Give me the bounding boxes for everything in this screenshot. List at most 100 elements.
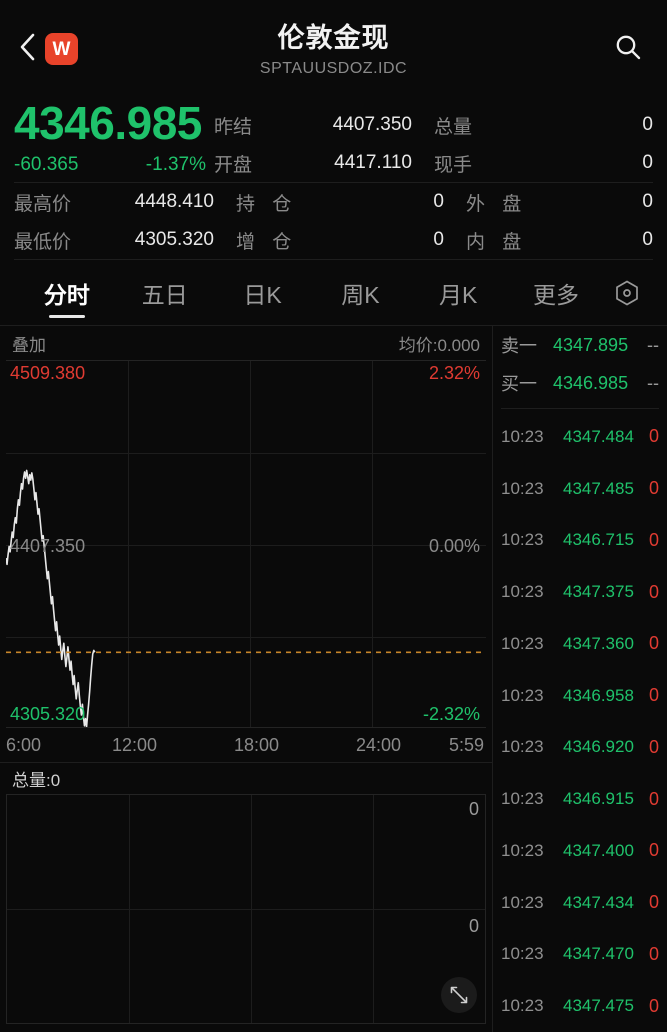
stat-row: 最高价 4448.410 持 仓 0 外 盘 0 (14, 183, 653, 221)
stat-label-open-interest: 持 仓 (236, 193, 298, 215)
symbol-code: SPTAUUSDOZ.IDC (259, 60, 408, 77)
tick-time: 10:23 (501, 582, 544, 602)
order-book-ask-row[interactable]: 卖一 4347.895 -- (493, 326, 667, 364)
volume-header: 总量:0 (0, 762, 492, 794)
average-price-label: 均价:0.000 (398, 335, 480, 355)
tick-time: 10:23 (501, 840, 544, 860)
price-block: 4346.985 -60.365 -1.37% (14, 96, 214, 176)
chevron-left-icon (20, 33, 35, 61)
volume-title: 总量:0 (12, 771, 61, 790)
tick-time: 10:23 (501, 685, 544, 705)
chart-gridline-horizontal (6, 453, 486, 454)
tick-volume: 0 (648, 943, 659, 964)
brand-logo-letter: W (52, 38, 71, 60)
tab-label: 分时 (43, 282, 90, 308)
stat-label-prev-close: 昨结 (214, 116, 253, 138)
tab-daily-k[interactable]: 日K (214, 260, 312, 326)
overlay-button[interactable]: 叠加 (12, 335, 46, 355)
tick-row: 10:23 4346.958 0 (493, 670, 667, 722)
stat-value-prev-close: 4407.350 (332, 114, 412, 135)
tick-price: 4347.470 (563, 944, 634, 964)
chart-pct-max-label: 2.32% (428, 363, 480, 383)
volume-mid-label: 0 (468, 915, 479, 936)
tick-price: 4347.360 (563, 633, 634, 653)
tab-label: 更多 (533, 282, 580, 308)
stat-value-current-hand: 0 (642, 152, 653, 173)
tick-volume: 0 (648, 685, 659, 706)
intraday-chart[interactable]: 4509.380 2.32% 4407.350 0.00% 4305.320 -… (6, 360, 486, 728)
tick-row: 10:23 4347.375 0 (493, 566, 667, 618)
tick-volume: 0 (648, 529, 659, 550)
tick-volume: 0 (648, 788, 659, 809)
app-header: W 伦敦金现 SPTAUUSDOZ.IDC (0, 0, 667, 96)
tick-time: 10:23 (501, 530, 544, 550)
back-button[interactable] (14, 30, 40, 64)
stat-value-open-interest: 0 (433, 191, 444, 212)
tick-row: 10:23 4347.470 0 (493, 929, 667, 981)
tick-volume: 0 (648, 633, 659, 654)
tick-row: 10:23 4346.920 0 (493, 722, 667, 774)
tab-weekly-k[interactable]: 周K (311, 260, 409, 326)
tick-volume: 0 (648, 736, 659, 757)
stat-label-outer-disk: 外 盘 (466, 193, 528, 215)
ask-label: 卖一 (501, 336, 537, 356)
brand-logo[interactable]: W (45, 33, 78, 65)
stat-label-total-volume: 总量 (434, 116, 473, 138)
stat-row: 昨结 4407.350 总量 0 (214, 106, 653, 144)
x-tick-label: 18:00 (234, 734, 280, 755)
search-button[interactable] (609, 28, 647, 66)
section-divider (14, 182, 653, 183)
tick-row: 10:23 4347.485 0 (493, 463, 667, 515)
stat-value-high: 4448.410 (134, 191, 214, 212)
ask-volume: -- (647, 334, 659, 355)
quote-summary: 4346.985 -60.365 -1.37% 昨结 4407.350 总量 0… (0, 96, 667, 182)
tick-time: 10:23 (501, 892, 544, 912)
tick-price: 4347.484 (563, 426, 634, 446)
x-tick-label: 24:00 (356, 734, 402, 755)
chart-gridline-vertical (372, 361, 373, 727)
fullscreen-button[interactable] (441, 977, 477, 1013)
tick-row: 10:23 4346.915 0 (493, 773, 667, 825)
tab-more[interactable]: 更多 (507, 260, 605, 326)
chart-gridline-horizontal (6, 637, 486, 638)
chart-y-min-label: 4305.320 (10, 704, 86, 724)
chart-gridline-vertical (128, 361, 129, 727)
tab-label: 月K (439, 282, 478, 308)
bid-label: 买一 (501, 374, 537, 394)
chart-gridline-horizontal (6, 545, 486, 546)
chart-pct-min-label: -2.32% (422, 704, 480, 724)
chart-gridline-vertical (250, 361, 251, 727)
tick-time: 10:23 (501, 944, 544, 964)
tick-time: 10:23 (501, 426, 544, 446)
tick-price: 4347.475 (563, 996, 634, 1016)
main-content: 叠加 均价:0.000 4509.380 2.32% 4407.350 0.00… (0, 326, 667, 1032)
stat-row: 最低价 4305.320 增 仓 0 内 盘 0 (14, 221, 653, 259)
tick-volume: 0 (648, 840, 659, 861)
tab-five-day[interactable]: 五日 (116, 260, 214, 326)
expand-fullscreen-icon (450, 986, 468, 1004)
tab-label: 五日 (141, 282, 188, 308)
tick-time: 10:23 (501, 789, 544, 809)
tab-monthly-k[interactable]: 月K (409, 260, 507, 326)
quote-secondary-stats: 最高价 4448.410 持 仓 0 外 盘 0 最低价 4305.320 增 … (0, 183, 667, 259)
tick-time: 10:23 (501, 996, 544, 1016)
order-book-bid-row[interactable]: 买一 4346.985 -- (493, 364, 667, 402)
tick-list[interactable]: 10:23 4347.484 0 10:23 4347.485 0 10:23 … (493, 411, 667, 1032)
x-tick-label: 12:00 (112, 734, 158, 755)
volume-chart[interactable]: 0 0 (6, 794, 486, 1024)
stat-value-open: 4417.110 (334, 152, 412, 173)
tick-time: 10:23 (501, 478, 544, 498)
stat-value-outer-disk: 0 (642, 191, 653, 212)
tab-intraday[interactable]: 分时 (18, 260, 116, 326)
chart-x-axis: 6:00 12:00 18:00 24:00 5:59 (0, 728, 492, 762)
ask-price: 4347.895 (553, 334, 629, 355)
tick-price: 4347.485 (563, 478, 634, 498)
chart-y-max-label: 4509.380 (10, 363, 86, 383)
stat-value-low: 4305.320 (134, 229, 214, 250)
price-change-row: -60.365 -1.37% (14, 154, 214, 176)
chart-settings-button[interactable] (605, 279, 649, 307)
tick-price: 4347.375 (563, 582, 634, 602)
tick-time: 10:23 (501, 633, 544, 653)
stat-label-high: 最高价 (14, 193, 72, 215)
